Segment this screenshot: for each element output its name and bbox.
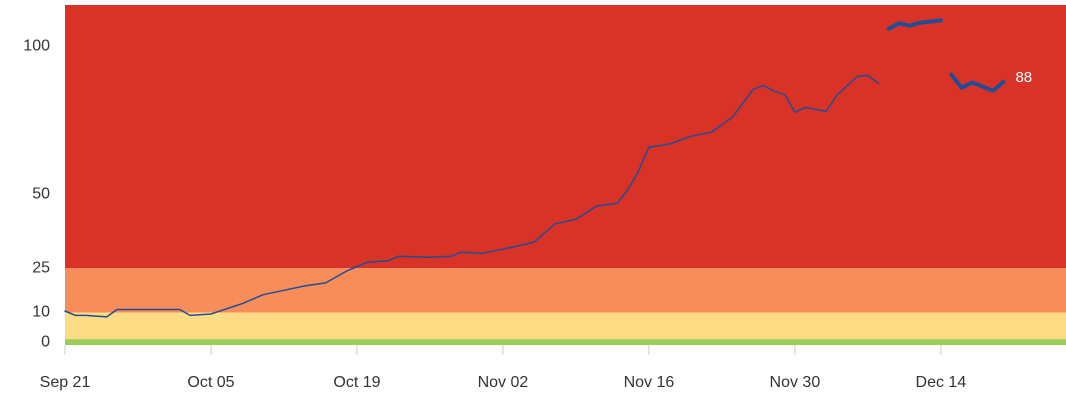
x-tick-label: Oct 05 bbox=[187, 374, 234, 391]
band bbox=[65, 268, 1066, 313]
y-tick-label: 0 bbox=[41, 333, 50, 350]
bands bbox=[65, 5, 1066, 345]
x-tick-label: Dec 14 bbox=[916, 374, 967, 391]
lines: 88 bbox=[64, 18, 1032, 318]
band bbox=[65, 339, 1066, 345]
band bbox=[65, 312, 1066, 340]
band bbox=[65, 5, 1066, 269]
value-label: 88 bbox=[1015, 69, 1032, 86]
y-tick-label: 10 bbox=[32, 304, 50, 321]
x-tick-label: Nov 30 bbox=[770, 374, 821, 391]
x-tick-label: Nov 16 bbox=[624, 374, 675, 391]
x-tick-label: Sep 21 bbox=[40, 374, 91, 391]
line-series bbox=[949, 72, 1006, 93]
line-series bbox=[64, 74, 880, 318]
y-tick-label: 50 bbox=[32, 185, 50, 202]
y-tick-label: 25 bbox=[32, 259, 50, 276]
x-tick-label: Nov 02 bbox=[478, 374, 529, 391]
axes: 0 10 25 50 100 Sep 21 Oct 05 Oct 19 Nov 02 Nov 16… bbox=[23, 38, 966, 392]
y-tick-label: 100 bbox=[23, 38, 50, 55]
x-tick-label: Oct 19 bbox=[333, 374, 380, 391]
line-series bbox=[886, 18, 943, 31]
